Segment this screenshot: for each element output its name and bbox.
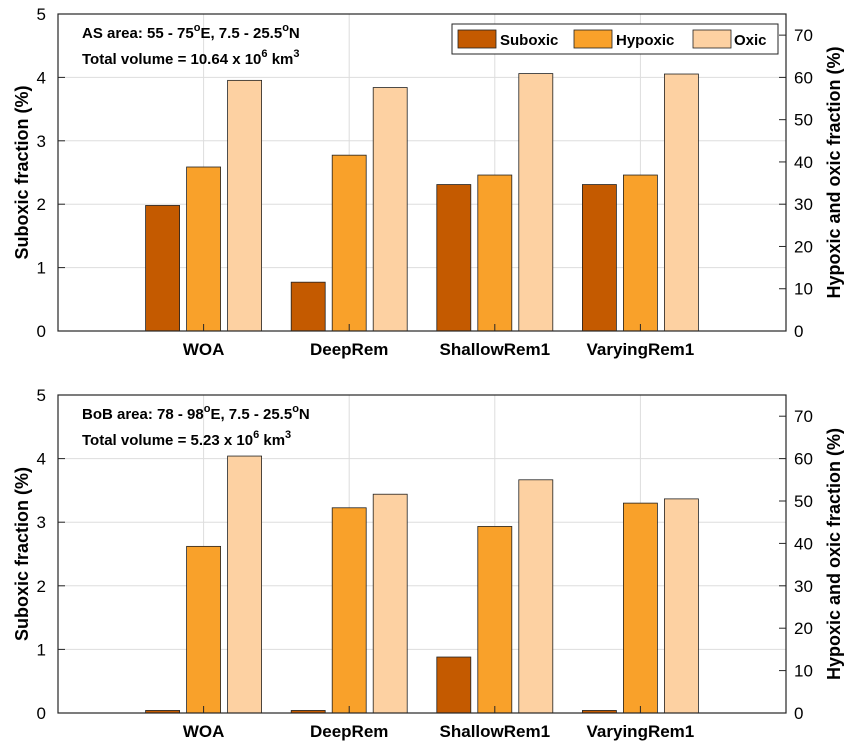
annotation-part: AS area: 55 - 75 [82, 25, 194, 42]
tick-label-right: 20 [794, 619, 813, 638]
category-label: DeepRem [310, 722, 388, 741]
legend-swatch-hypoxic [573, 29, 613, 49]
legend-label-suboxic: Suboxic [500, 32, 558, 49]
category-label: VaryingRem1 [587, 340, 695, 359]
tick-label-right: 40 [794, 153, 813, 172]
tick-label-right: 50 [794, 492, 813, 511]
category-label: VaryingRem1 [587, 722, 695, 741]
annotation-part: 6 [253, 429, 259, 441]
annotation-part: 3 [293, 48, 299, 60]
bar-suboxic [290, 281, 326, 332]
tick-label-right: 60 [794, 68, 813, 87]
tick-label-left: 4 [37, 68, 46, 87]
annotation-part: o [204, 403, 211, 415]
bar-suboxic [436, 184, 472, 332]
bar-hypoxic [623, 502, 658, 714]
annotation-part: N [289, 25, 300, 42]
axes-box [57, 13, 787, 332]
annotation-part: o [292, 403, 299, 415]
tick-label-right: 0 [794, 322, 803, 341]
tick-label-right: 20 [794, 237, 813, 256]
annotation-part: km [268, 51, 294, 68]
y-axis-label-left: Suboxic fraction (%) [12, 85, 32, 259]
legend-label-hypoxic: Hypoxic [616, 32, 674, 49]
category-label: WOA [183, 340, 225, 359]
tick-label-left: 1 [37, 640, 46, 659]
tick-label-left: 0 [37, 322, 46, 341]
region-annotation: AS area: 55 - 75oE, 7.5 - 25.5oN [82, 22, 300, 42]
legend-label-oxic: Oxic [734, 32, 767, 49]
bar-oxic [518, 479, 554, 714]
axes-box [57, 394, 787, 714]
tick-label-right: 40 [794, 534, 813, 553]
tick-label-left: 3 [37, 513, 46, 532]
annotation-part: Total volume = 10.64 x 10 [82, 51, 261, 68]
annotation-part: o [282, 22, 289, 34]
bar-oxic [372, 87, 408, 332]
tick-label-right: 10 [794, 662, 813, 681]
tick-label-right: 60 [794, 450, 813, 469]
tick-label-right: 0 [794, 704, 803, 723]
tick-label-right: 30 [794, 195, 813, 214]
tick-label-right: 10 [794, 280, 813, 299]
tick-label-right: 70 [794, 26, 813, 45]
tick-label-left: 1 [37, 259, 46, 278]
volume-annotation: Total volume = 5.23 x 106 km3 [82, 429, 291, 449]
bar-hypoxic [477, 174, 513, 332]
category-label: ShallowRem1 [440, 340, 551, 359]
tick-label-left: 3 [37, 132, 46, 151]
bar-oxic [372, 493, 408, 714]
category-label: ShallowRem1 [440, 722, 551, 741]
y-axis-label-right: Hypoxic and oxic fraction (%) [824, 46, 844, 298]
tick-label-left: 2 [37, 195, 46, 214]
annotation-part: BoB area: 78 - 98 [82, 406, 204, 423]
bar-hypoxic [186, 545, 222, 714]
legend-swatch-suboxic [457, 29, 497, 49]
bar-hypoxic [331, 507, 367, 714]
annotation-part: 3 [285, 429, 291, 441]
y-axis-label-right: Hypoxic and oxic fraction (%) [824, 428, 844, 680]
annotation-part: 6 [261, 48, 267, 60]
annotation-part: E, 7.5 - 25.5 [200, 25, 282, 42]
category-label: DeepRem [310, 340, 388, 359]
bar-suboxic [436, 656, 472, 714]
legend-swatch-oxic [692, 29, 732, 49]
tick-label-left: 4 [37, 450, 46, 469]
bar-suboxic [145, 205, 181, 332]
legend: Suboxic Hypoxic Oxic [451, 23, 779, 55]
annotation-part: N [299, 406, 310, 423]
bar-oxic [227, 455, 263, 714]
tick-label-right: 30 [794, 577, 813, 596]
annotation-part: Total volume = 5.23 x 10 [82, 432, 253, 449]
bar-oxic [518, 73, 554, 332]
bar-hypoxic [186, 166, 222, 332]
annotation-part: E, 7.5 - 25.5 [210, 406, 292, 423]
annotation-part: km [259, 432, 285, 449]
tick-label-left: 2 [37, 577, 46, 596]
y-axis-label-left: Suboxic fraction (%) [12, 467, 32, 641]
volume-annotation: Total volume = 10.64 x 106 km3 [82, 48, 300, 68]
tick-label-left: 5 [37, 386, 46, 405]
bar-suboxic [582, 184, 617, 332]
region-annotation: BoB area: 78 - 98oE, 7.5 - 25.5oN [82, 403, 310, 423]
bar-oxic [664, 498, 699, 714]
bar-oxic [664, 73, 699, 332]
bar-oxic [227, 79, 263, 332]
tick-label-left: 0 [37, 704, 46, 723]
category-label: WOA [183, 722, 225, 741]
bar-hypoxic [623, 174, 658, 332]
bar-hypoxic [331, 154, 367, 332]
tick-label-right: 50 [794, 111, 813, 130]
annotation-part: o [194, 22, 201, 34]
tick-label-right: 70 [794, 407, 813, 426]
tick-label-left: 5 [37, 5, 46, 24]
bar-hypoxic [477, 526, 513, 714]
